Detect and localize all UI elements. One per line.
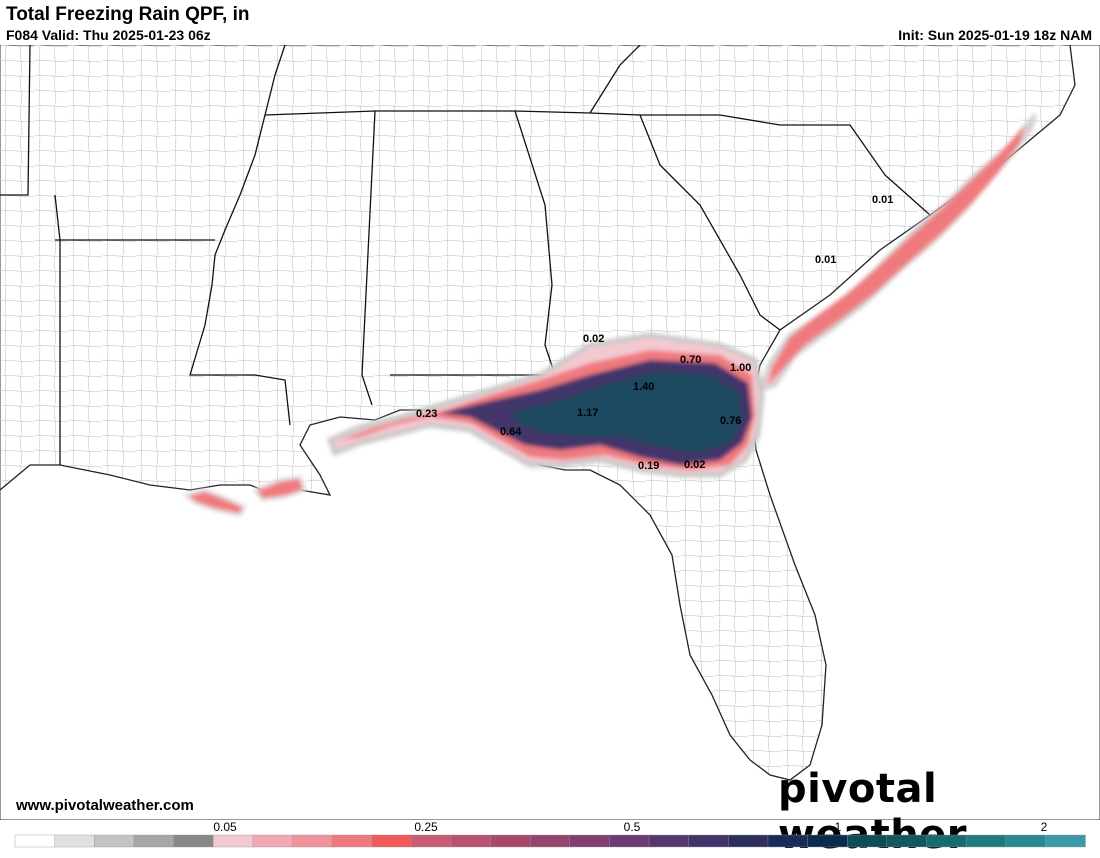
colorbar-swatches xyxy=(14,834,1086,848)
swath-light-atlantic xyxy=(768,125,1025,385)
point-label: 1.17 xyxy=(577,407,598,419)
colorbar-swatch xyxy=(728,834,769,848)
colorbar-swatch xyxy=(1045,834,1086,848)
colorbar-swatch xyxy=(609,834,650,848)
colorbar-swatch xyxy=(807,834,848,848)
init-time: Init: Sun 2025-01-19 18z NAM xyxy=(898,27,1092,43)
colorbar-swatch xyxy=(292,834,333,848)
point-label: 0.19 xyxy=(638,460,659,472)
point-label: 0.23 xyxy=(416,408,437,420)
website-label: www.pivotalweather.com xyxy=(16,797,194,814)
colorbar-tick-label: 0.25 xyxy=(414,820,438,834)
colorbar-swatch xyxy=(331,834,373,848)
colorbar-swatch xyxy=(212,834,254,848)
colorbar-swatch xyxy=(688,834,730,848)
colorbar-swatch xyxy=(767,834,809,848)
colorbar-swatch xyxy=(847,834,888,848)
colorbar-swatch xyxy=(1005,834,1047,848)
point-label: 1.00 xyxy=(730,362,751,374)
freezing-rain-swaths xyxy=(181,113,1037,517)
colorbar-swatch xyxy=(252,834,294,848)
swath-heavy-gulf xyxy=(510,371,742,453)
colorbar-swatch xyxy=(133,834,175,848)
point-label: 0.01 xyxy=(872,194,893,206)
point-label: 0.01 xyxy=(815,254,836,266)
colorbar-swatch xyxy=(529,834,571,848)
swath-trace-west xyxy=(181,475,307,517)
colorbar-swatch xyxy=(371,834,413,848)
map-title: Total Freezing Rain QPF, in xyxy=(6,4,250,25)
colorbar-swatch xyxy=(54,834,95,848)
colorbar-swatch xyxy=(173,834,214,848)
valid-time: F084 Valid: Thu 2025-01-23 06z xyxy=(6,27,211,43)
state-boundaries xyxy=(0,45,931,465)
colorbar-swatch xyxy=(886,834,928,848)
point-labels: 0.01 0.01 0.02 0.70 1.00 1.40 1.17 0.64 … xyxy=(416,194,893,472)
colorbar-swatch xyxy=(490,834,531,848)
point-label: 0.02 xyxy=(684,459,705,471)
colorbar-swatch xyxy=(648,834,690,848)
colorbar-swatch xyxy=(965,834,1007,848)
colorbar: 0.05 0.25 0.5 1 2 xyxy=(14,820,1086,848)
point-label: 0.64 xyxy=(500,426,522,438)
map-canvas: 0.01 0.01 0.02 0.70 1.00 1.40 1.17 0.64 … xyxy=(0,45,1100,820)
point-label: 0.70 xyxy=(680,354,701,366)
colorbar-tick-label: 0.05 xyxy=(213,820,237,834)
colorbar-tick-label: 1 xyxy=(835,820,842,834)
colorbar-tick-label: 0.5 xyxy=(624,820,641,834)
point-label: 0.02 xyxy=(583,333,604,345)
colorbar-swatch xyxy=(450,834,492,848)
colorbar-swatch xyxy=(94,834,135,848)
colorbar-tick-label: 2 xyxy=(1041,820,1048,834)
point-label: 1.40 xyxy=(633,381,654,393)
colorbar-swatch xyxy=(926,834,967,848)
point-label: 0.76 xyxy=(720,415,741,427)
colorbar-swatch xyxy=(569,834,611,848)
colorbar-swatch xyxy=(14,834,56,848)
colorbar-swatch xyxy=(411,834,452,848)
